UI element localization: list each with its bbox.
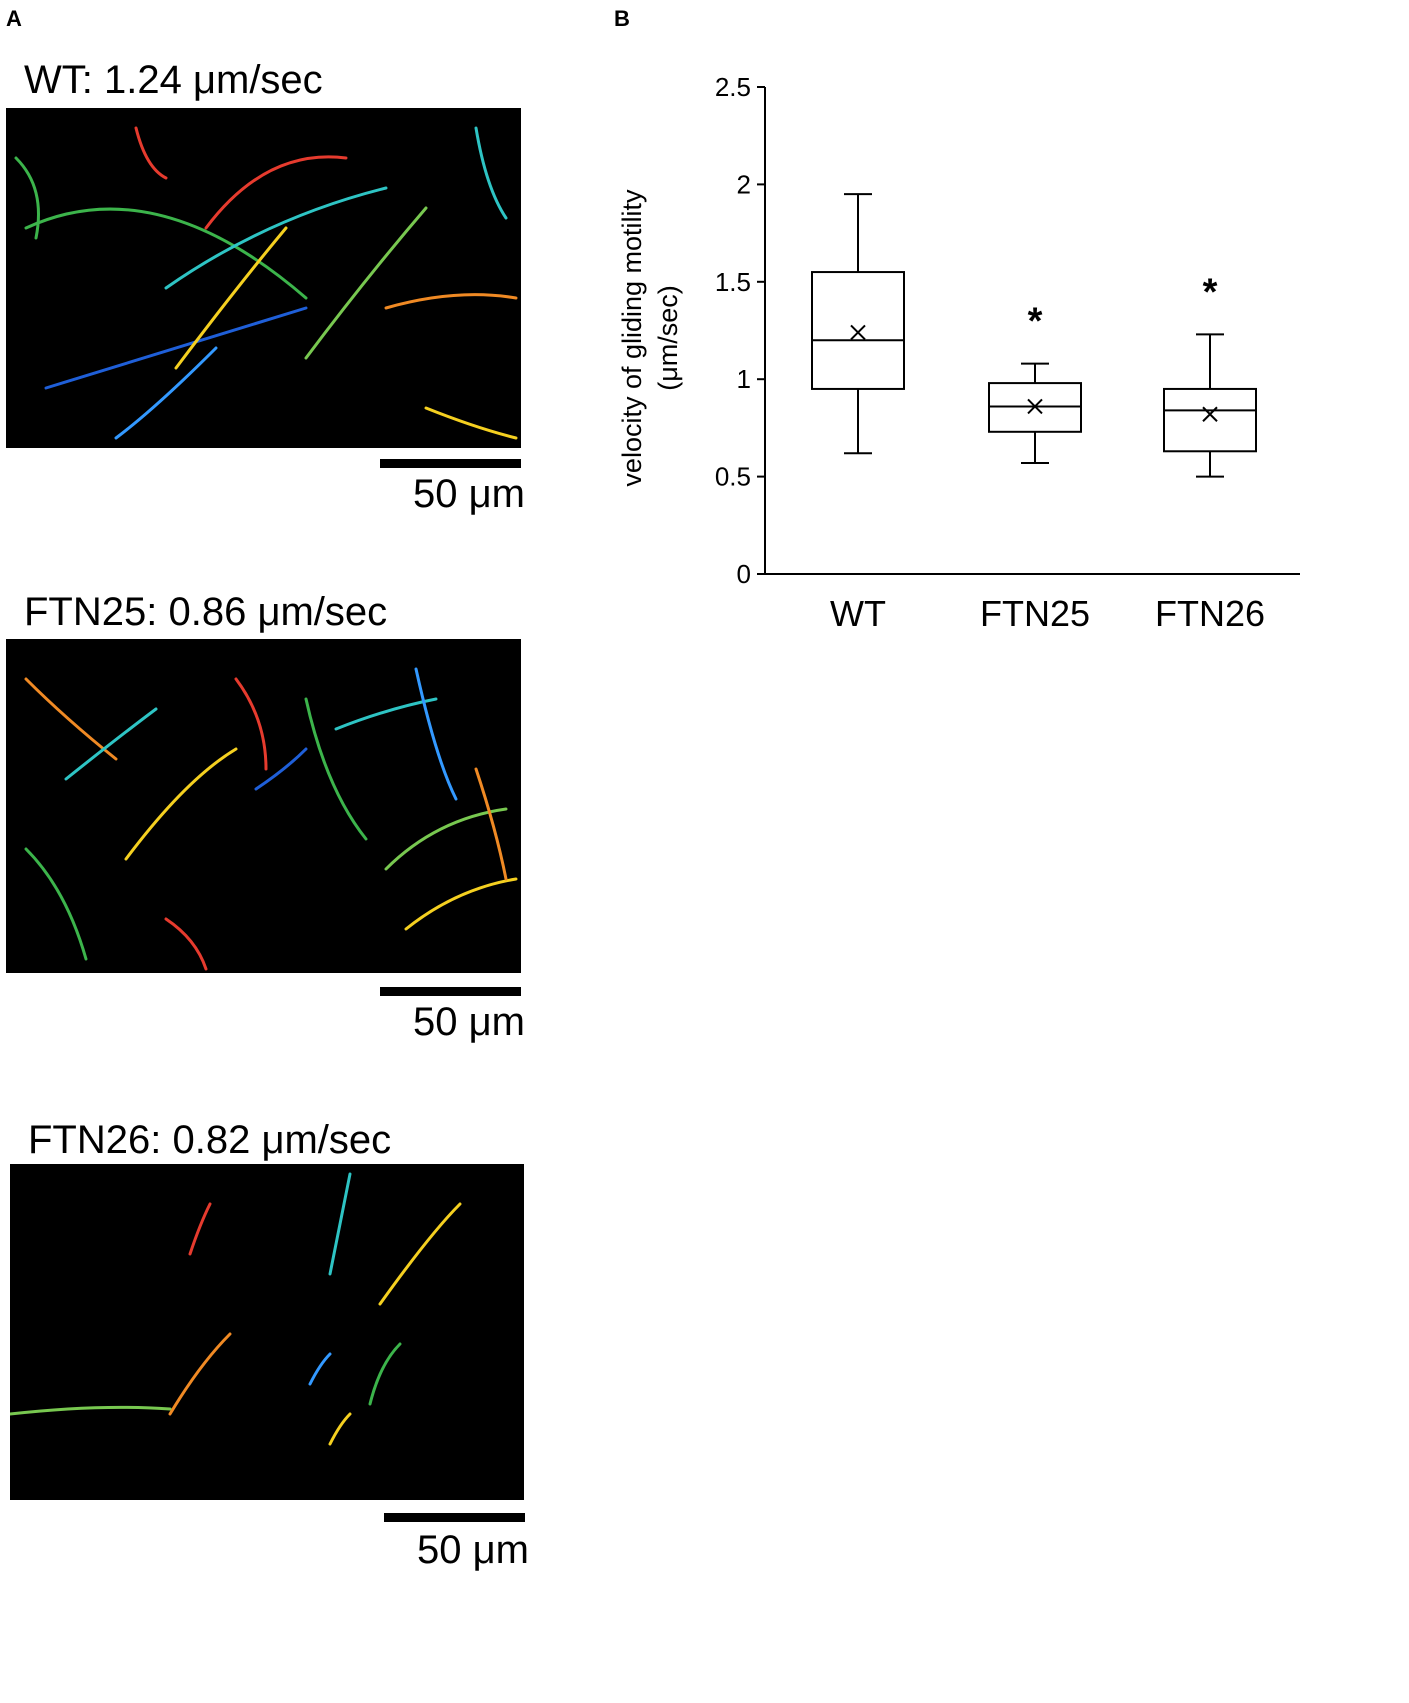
- ftn26-image-title: FTN26: 0.82 μm/sec: [28, 1118, 392, 1162]
- iqr-box: [1163, 387, 1257, 453]
- ftn26-scale-bar: [384, 1513, 525, 1522]
- y-axis-label-line2: (μm/sec): [653, 285, 683, 391]
- ftn25-image-title: FTN25: 0.86 μm/sec: [24, 590, 388, 634]
- wt-micrograph: [6, 108, 521, 448]
- panel-b-label: B: [614, 6, 630, 31]
- mean-marker: [850, 324, 866, 341]
- y-tick-label: 0: [737, 559, 751, 589]
- x-tick-label: FTN26: [1155, 593, 1265, 634]
- panel-a-label: A: [6, 6, 22, 31]
- ftn25-scale-label: 50 μm: [413, 1000, 525, 1044]
- y-axis-label-line1: velocity of gliding motility: [617, 189, 647, 487]
- y-tick-label: 1: [737, 364, 751, 394]
- ftn26-micrograph: [10, 1164, 524, 1500]
- ftn25-scale-bar: [380, 987, 521, 996]
- mean-marker: [1202, 406, 1218, 422]
- box-plot: velocity of gliding motility (μm/sec) 00…: [617, 72, 1300, 634]
- ftn26-scale-label: 50 μm: [417, 1528, 529, 1572]
- y-tick-label: 0.5: [715, 462, 751, 492]
- significance-asterisk: *: [1028, 301, 1043, 343]
- significance-asterisk: *: [1203, 271, 1218, 313]
- wt-scale-label: 50 μm: [413, 472, 525, 516]
- wt-scale-bar: [380, 459, 521, 468]
- x-tick-label: WT: [830, 593, 886, 634]
- iqr-box: [811, 271, 905, 390]
- y-tick-label: 2.5: [715, 72, 751, 102]
- ftn25-micrograph: [6, 639, 521, 973]
- plot-area: 0 0.5 1 1.5 2 2.5 WT * FTN25 * FTN26: [715, 72, 1300, 634]
- y-tick-label: 1.5: [715, 267, 751, 297]
- wt-image-title: WT: 1.24 μm/sec: [24, 58, 323, 102]
- mean-marker: [1027, 398, 1043, 415]
- x-tick-label: FTN25: [980, 593, 1090, 634]
- y-tick-label: 2: [737, 169, 751, 199]
